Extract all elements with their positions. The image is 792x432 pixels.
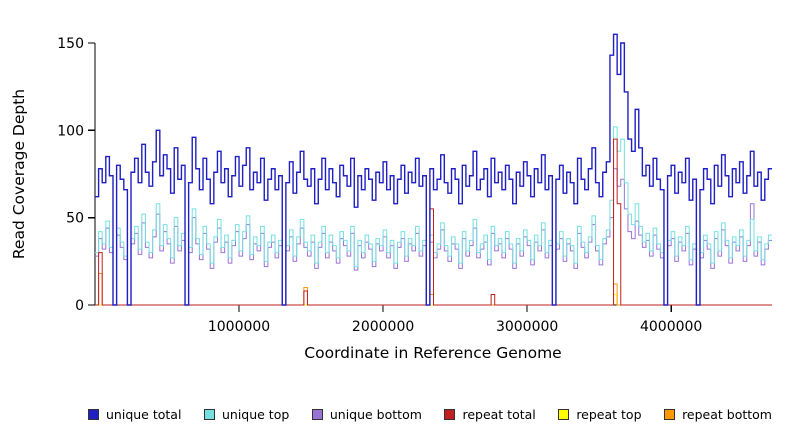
y-tick-label: 150 [57, 36, 84, 52]
legend-swatch-repeat-top [558, 409, 570, 420]
x-tick-label: 2000000 [352, 319, 414, 335]
legend: unique total unique top unique bottom re… [88, 407, 772, 422]
legend-label: repeat total [462, 407, 536, 422]
legend-swatch-unique-bottom [311, 409, 323, 420]
legend-item: unique total [88, 407, 181, 422]
legend-item: repeat top [558, 407, 642, 422]
legend-label: unique bottom [329, 407, 422, 422]
legend-swatch-unique-total [88, 409, 99, 420]
legend-item: repeat bottom [664, 407, 772, 422]
x-tick-label: 4000000 [640, 319, 702, 335]
legend-label: repeat top [576, 407, 642, 422]
legend-swatch-unique-top [203, 409, 215, 420]
y-tick-label: 100 [57, 123, 84, 139]
legend-swatch-repeat-total [444, 409, 456, 420]
legend-label: unique total [106, 407, 182, 422]
series-lines [95, 33, 772, 306]
y-axis-label: Read Coverage Depth [10, 89, 28, 259]
legend-label: unique top [221, 407, 290, 422]
x-tick-label: 3000000 [496, 319, 558, 335]
legend-item: repeat total [444, 407, 536, 422]
legend-item: unique top [203, 407, 290, 422]
axes: 0 50 100 150 1000000 2000000 3000000 4000000 [57, 36, 772, 335]
y-tick-label: 50 [66, 211, 84, 227]
legend-item: unique bottom [311, 407, 422, 422]
legend-label: repeat bottom [682, 407, 772, 422]
coverage-chart: 0 50 100 150 1000000 2000000 3000000 4000000 Re… [10, 33, 772, 362]
series-line-unique-total [95, 33, 772, 306]
legend-swatch-repeat-bottom [664, 409, 676, 420]
x-axis-label: Coordinate in Reference Genome [304, 344, 561, 362]
x-tick-label: 1000000 [208, 319, 270, 335]
series-line-repeat-total [95, 138, 772, 306]
y-tick-label: 0 [75, 298, 84, 314]
